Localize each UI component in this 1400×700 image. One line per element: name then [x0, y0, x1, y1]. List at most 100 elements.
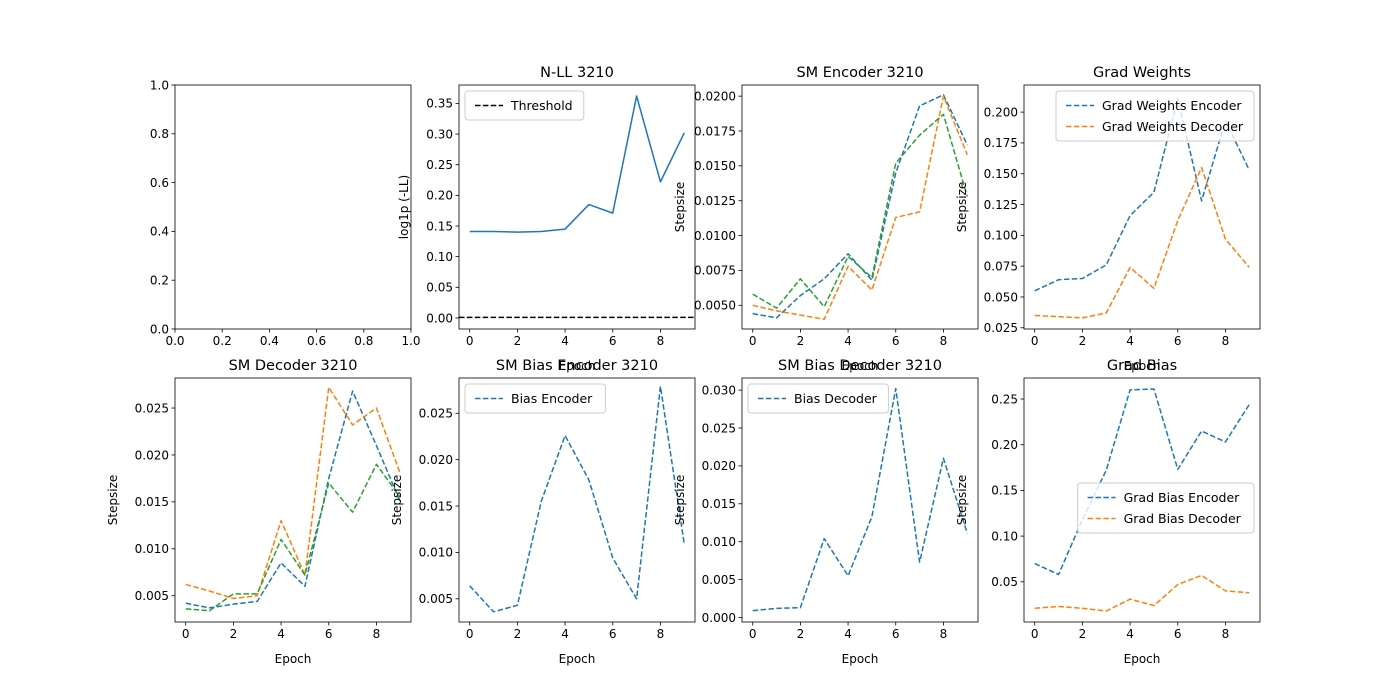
y-tick-label: 0.2	[150, 274, 169, 288]
y-tick-label: 0.0125	[694, 194, 736, 208]
legend-label: Bias Encoder	[511, 391, 593, 406]
series-line-1	[469, 385, 686, 613]
x-tick-label: 8	[1222, 627, 1230, 641]
y-tick-label: 0.15	[991, 484, 1018, 498]
x-tick-label: 6	[609, 334, 617, 348]
chart-title: N-LL 3210	[540, 65, 614, 81]
series-line-1	[752, 387, 968, 612]
legend-label: Grad Bias Decoder	[1124, 511, 1242, 526]
y-tick-label: 0.005	[135, 589, 169, 603]
subplot-1: 0.0 0.2 0.4 0.6 0.8 1.0 0.0 0.2 0.4 0.6 0.8 1.0	[150, 78, 421, 348]
legend: Grad Weights Encoder Grad Weights Decoder	[1055, 90, 1255, 142]
x-tick-label: 6	[892, 334, 900, 348]
x-axis-label: Epoch	[842, 359, 879, 373]
x-tick-label: 2	[514, 627, 522, 641]
series-line-2	[185, 386, 401, 600]
series-line-1	[469, 95, 685, 233]
axes-frame	[741, 377, 979, 623]
legend: Bias Encoder	[464, 383, 606, 414]
y-tick-label: 0.4	[150, 225, 169, 239]
y-tick-label: 0.025	[984, 321, 1018, 335]
y-axis-label: Stepsize	[106, 475, 120, 526]
y-tick-label: 0.010	[135, 542, 169, 556]
legend-box	[1055, 90, 1255, 142]
x-tick-label: 8	[657, 334, 665, 348]
x-tick-label: 4	[844, 627, 852, 641]
x-tick-label: 6	[325, 627, 333, 641]
subplot-6: 0 2 4 6 8 0.005 0.010 0.015 0.020 0.025 SM Bias En…	[390, 358, 696, 666]
x-tick-label: 2	[514, 334, 522, 348]
x-tick-label: 4	[277, 627, 285, 641]
x-axis-label: Epoch	[275, 652, 312, 666]
x-tick-label: 6	[892, 627, 900, 641]
x-tick-label: 8	[373, 627, 381, 641]
x-tick-label: 1.0	[401, 334, 420, 348]
x-tick-label: 2	[230, 627, 238, 641]
series-line-3	[185, 463, 401, 612]
y-tick-label: 0.025	[135, 401, 169, 415]
subplot-5: 0 2 4 6 8 0.005 0.010 0.015 0.020 0.025 SM Decoder…	[106, 358, 412, 666]
y-tick-label: 0.8	[150, 127, 169, 141]
y-axis-label: Stepsize	[955, 182, 969, 233]
subplot-7: 0 2 4 6 8 0.000 0.005 0.010 0.015 0.020 0.025 0.030…	[673, 358, 979, 666]
x-tick-label: 4	[1126, 334, 1134, 348]
x-axis-label: Epoch	[559, 652, 596, 666]
x-tick-label: 6	[1174, 627, 1182, 641]
legend: Grad Bias Encoder Grad Bias Decoder	[1077, 482, 1255, 534]
legend-box	[1077, 482, 1255, 534]
x-tick-label: 8	[940, 334, 948, 348]
x-tick-label: 0	[182, 627, 190, 641]
y-tick-label: 0.015	[419, 499, 453, 513]
y-tick-label: 0.0075	[694, 264, 736, 278]
series-line-1	[185, 390, 401, 609]
plot-area	[185, 386, 401, 612]
chart-title: Grad Bias	[1107, 358, 1177, 374]
y-tick-label: 0.175	[984, 136, 1018, 150]
x-tick-label: 0	[466, 627, 474, 641]
x-tick-label: 6	[1174, 334, 1182, 348]
x-tick-label: 0.2	[213, 334, 232, 348]
y-tick-label: 0.200	[984, 105, 1018, 119]
plot-area	[1034, 97, 1250, 319]
plot-area	[1034, 388, 1250, 612]
plot-area	[752, 94, 968, 320]
y-tick-label: 0.005	[702, 573, 736, 587]
subplot-2: 0 2 4 6 8 0.00 0.05 0.10 0.15 0.20 0.25 0.30 0.35 N-L…	[397, 65, 696, 373]
series-line-1	[752, 94, 968, 319]
x-tick-label: 4	[561, 627, 569, 641]
x-tick-label: 0	[1031, 334, 1039, 348]
x-tick-label: 8	[657, 627, 665, 641]
x-tick-label: 2	[1079, 627, 1087, 641]
y-tick-label: 0.0100	[694, 229, 736, 243]
y-tick-label: 0.25	[991, 392, 1018, 406]
y-tick-label: 0.020	[702, 459, 736, 473]
axes-frame	[1023, 84, 1261, 330]
x-axis-label: Epoch	[842, 652, 879, 666]
y-tick-label: 0.0200	[694, 89, 736, 103]
y-tick-label: 0.15	[426, 219, 453, 233]
y-axis-label: Stepsize	[673, 182, 687, 233]
x-axis-label: Epoch	[1124, 359, 1161, 373]
y-tick-label: 0.30	[426, 127, 453, 141]
plot-area	[752, 387, 968, 612]
plot-area	[469, 385, 686, 613]
x-tick-label: 8	[1222, 334, 1230, 348]
y-tick-label: 0.0150	[694, 159, 736, 173]
y-tick-label: 0.20	[426, 189, 453, 203]
chart-title: Grad Weights	[1093, 65, 1191, 81]
axes-frame	[741, 84, 979, 330]
series-line-3	[752, 113, 968, 309]
axes-frame	[174, 377, 412, 623]
x-tick-label: 0.8	[354, 334, 373, 348]
y-tick-label: 0.0175	[694, 124, 736, 138]
x-axis-label: Epoch	[559, 359, 596, 373]
subplot-3: 0 2 4 6 8 0.0050 0.0075 0.0100 0.0125 0.0150 0.017…	[673, 65, 979, 373]
y-tick-label: 0.10	[426, 250, 453, 264]
subplot-4: 0 2 4 6 8 0.025 0.050 0.075 0.100 0.125 0.150 0.175…	[955, 65, 1261, 373]
axes-frame	[458, 84, 696, 330]
x-tick-label: 2	[797, 627, 805, 641]
x-tick-label: 0	[749, 334, 757, 348]
legend-box	[464, 90, 585, 121]
x-tick-label: 8	[940, 627, 948, 641]
y-tick-label: 0.000	[702, 611, 736, 625]
